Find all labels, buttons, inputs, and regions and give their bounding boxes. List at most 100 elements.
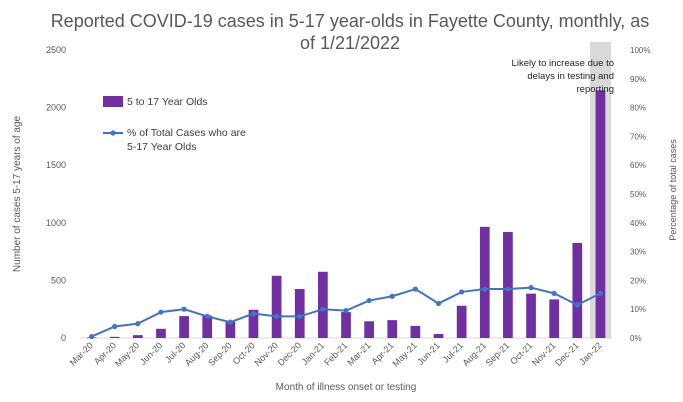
legend-line-label-1: % of Total Cases who are: [127, 127, 246, 139]
y2-axis-ticks: 0% 10% 20% 30% 40% 50% 60% 70% 80% 90% 100%: [630, 46, 650, 343]
annotation-line-3: reporting: [577, 84, 615, 95]
y2-tick-label: 20%: [630, 276, 646, 285]
x-tick-label: Nov-21: [530, 340, 558, 368]
line-point: [158, 309, 164, 315]
legend-bar-label: 5 to 17 Year Olds: [127, 96, 208, 108]
line-series: [88, 285, 604, 340]
line-point: [181, 306, 187, 312]
annotation: Likely to increase due to delays in test…: [512, 58, 614, 95]
bar: [179, 316, 189, 338]
x-tick-label: Dec-20: [276, 340, 304, 368]
y2-tick-label: 40%: [630, 219, 646, 228]
bar: [503, 232, 513, 338]
line-point: [435, 300, 442, 307]
y-tick-label: 0: [61, 333, 66, 343]
x-axis-title: Month of illness onset or testing: [276, 382, 417, 393]
y-axis-ticks: 0 500 1000 1500 2000 2500: [46, 45, 66, 343]
line-point: [459, 289, 465, 295]
bar: [225, 321, 236, 338]
line-point: [366, 297, 372, 304]
line-point: [482, 286, 488, 292]
bar: [318, 271, 328, 338]
bar: [294, 289, 305, 338]
x-tick-label: May-21: [391, 340, 419, 368]
bar-series: [86, 90, 606, 338]
legend-bar-swatch: [103, 96, 123, 107]
x-tick-label: Mar-21: [345, 340, 372, 367]
line-point: [505, 286, 511, 292]
line-point: [112, 323, 118, 330]
bar: [156, 328, 166, 338]
line-point: [597, 290, 604, 296]
line-point: [274, 313, 280, 319]
bar: [341, 312, 351, 338]
y-tick-label: 1000: [46, 218, 66, 228]
legend: 5 to 17 Year Olds % of Total Cases who a…: [103, 96, 246, 153]
bar: [248, 309, 259, 338]
chart-title: Reported COVID-19 cases in 5-17 year-old…: [51, 11, 650, 53]
x-tick-label: Nov-20: [252, 340, 280, 368]
x-tick-label: Feb-21: [322, 340, 349, 367]
y2-tick-label: 10%: [630, 305, 646, 314]
y-tick-label: 2000: [46, 103, 66, 113]
legend-line-label-2: 5-17 Year Olds: [127, 141, 196, 153]
y2-tick-label: 80%: [630, 104, 646, 113]
bar: [479, 226, 490, 338]
y2-tick-label: 70%: [630, 132, 646, 141]
x-tick-label: Aug-21: [461, 340, 489, 368]
bar: [109, 336, 120, 338]
line-point: [574, 302, 580, 308]
line-point: [389, 293, 395, 299]
bar: [202, 315, 213, 338]
x-tick-label: Mar-20: [68, 340, 95, 367]
bar: [456, 305, 467, 338]
x-tick-label: Jun-20: [138, 340, 165, 367]
bar: [433, 333, 444, 338]
line-point: [250, 310, 257, 317]
y2-tick-label: 0%: [630, 334, 642, 343]
line-point: [343, 308, 349, 314]
line-point: [135, 321, 141, 327]
x-tick-label: Jun-21: [415, 340, 442, 367]
annotation-line-1: Likely to increase due to: [512, 58, 614, 69]
bar: [595, 90, 606, 338]
bar: [410, 325, 421, 338]
line-point: [297, 313, 303, 319]
bar: [271, 275, 282, 338]
bar: [572, 242, 583, 338]
y2-axis-title: Percentage of total cases: [668, 139, 678, 241]
line-point: [412, 286, 418, 292]
line-point: [204, 313, 210, 319]
y2-tick-label: 30%: [630, 248, 646, 257]
x-tick-label: May-20: [113, 340, 141, 368]
y-tick-label: 1500: [46, 160, 66, 170]
y-axis-title: Number of cases 5-17 years of age: [12, 115, 23, 272]
x-tick-label: Aug-20: [183, 340, 211, 368]
x-tick-label: Sep-20: [206, 340, 234, 368]
x-tick-label: Dec-21: [553, 340, 581, 368]
line-point: [88, 333, 95, 340]
bar: [526, 293, 536, 338]
y-tick-label: 2500: [46, 45, 66, 55]
x-tick-label: Jan-21: [300, 340, 327, 367]
line-point: [227, 319, 233, 325]
bar: [387, 320, 398, 338]
title-line-1: Reported COVID-19 cases in 5-17 year-old…: [51, 11, 650, 31]
legend-line-marker: [110, 130, 116, 136]
y2-tick-label: 50%: [630, 190, 646, 199]
y-tick-label: 500: [51, 275, 66, 285]
y2-tick-label: 90%: [630, 75, 646, 84]
x-tick-label: Sep-21: [484, 340, 512, 368]
bar: [549, 299, 560, 338]
bar: [132, 335, 143, 338]
x-tick-label: Jan-22: [577, 340, 604, 367]
bar: [364, 321, 374, 338]
line-point: [551, 290, 557, 296]
line-point: [320, 306, 326, 312]
y2-tick-label: 60%: [630, 161, 646, 170]
line-point: [528, 285, 534, 291]
title-line-2: of 1/21/2022: [300, 33, 400, 53]
annotation-line-2: delays in testing and: [527, 71, 614, 82]
x-axis-ticks: Mar-20Apr-20May-20Jun-20Jul-20Aug-20Sep-…: [68, 340, 604, 368]
